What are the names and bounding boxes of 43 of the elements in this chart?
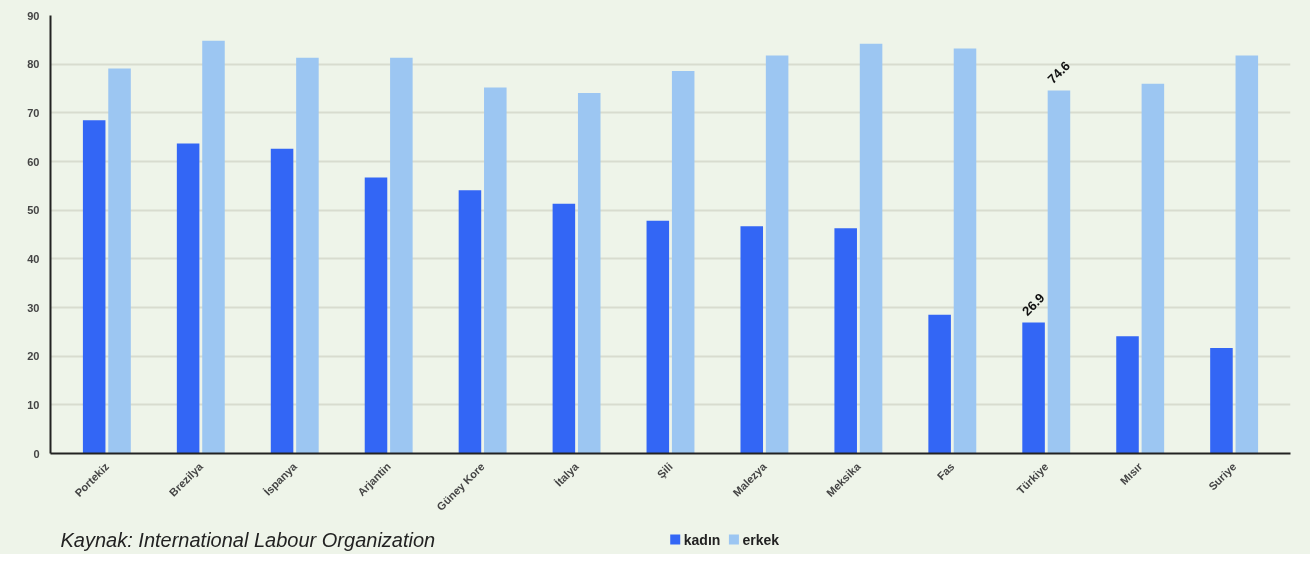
bar [834,228,857,454]
bar [740,226,764,454]
y-tick-label: 50 [27,204,40,217]
bar [953,48,977,454]
bar [364,177,388,454]
bar [108,68,131,454]
bar [296,57,319,454]
y-tick-label: 60 [27,155,40,168]
x-tick-label: Fas [934,460,957,483]
bar [1210,347,1233,454]
bar [1141,83,1165,454]
bar [577,92,601,454]
bar [671,70,695,454]
bar [1047,90,1071,454]
y-tick-label: 20 [27,350,40,363]
bar [646,220,670,454]
bar [928,314,951,454]
y-tick-label: 30 [27,301,40,314]
bar [1022,322,1045,454]
bar [1235,55,1259,454]
legend-label: kadın [683,531,721,548]
legend-label: erkek [742,531,780,548]
data-label: 26.9 [1019,290,1048,319]
bar [176,143,200,454]
bar [859,43,883,454]
x-tick-label: Şili [654,460,675,481]
bar [390,57,413,454]
y-tick-label: 90 [27,9,40,22]
bar [765,55,789,454]
bar [270,148,294,454]
y-tick-label: 70 [27,106,40,119]
bar [202,40,225,454]
text: Kaynak: International Labour Organization [60,528,436,551]
bar [82,120,106,454]
bar [458,190,482,454]
data-label: 74.6 [1044,58,1073,87]
y-tick-label: 80 [27,58,40,71]
y-tick-label: 10 [27,398,40,411]
bar [552,203,576,454]
y-tick-label: 40 [27,252,40,265]
y-tick-label: 0 [33,447,40,460]
bar [1116,336,1139,454]
bar [484,87,507,454]
